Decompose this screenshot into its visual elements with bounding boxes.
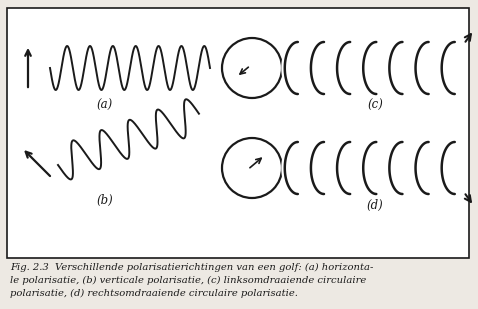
Text: polarisatie, (d) rechtsomdraaiende circulaire polarisatie.: polarisatie, (d) rechtsomdraaiende circu… <box>10 289 298 298</box>
Text: Fig. 2.3  Verschillende polarisatierichtingen van een golf: (a) horizonta-: Fig. 2.3 Verschillende polarisatierichti… <box>10 263 373 272</box>
Text: (a): (a) <box>97 99 113 112</box>
Text: (b): (b) <box>97 193 113 206</box>
FancyBboxPatch shape <box>7 8 469 258</box>
Text: (d): (d) <box>367 198 383 211</box>
Text: (c): (c) <box>367 99 383 112</box>
Text: le polarisatie, (b) verticale polarisatie, (c) linksomdraaiende circulaire: le polarisatie, (b) verticale polarisati… <box>10 276 366 285</box>
